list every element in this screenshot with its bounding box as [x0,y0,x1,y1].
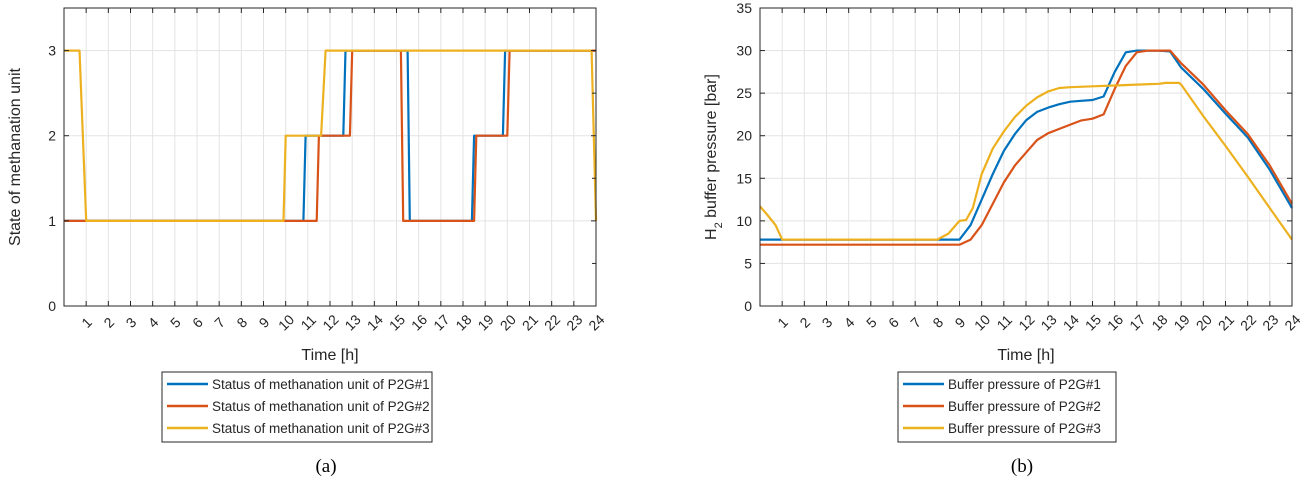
chart-a-x-axis-label: Time [h] [301,347,358,364]
chart-a-x-tick-label: 10 [275,311,297,333]
chart-b-legend-label: Buffer pressure of P2G#3 [948,421,1101,436]
chart-b-y-tick-label: 10 [736,213,752,229]
chart-b-y-tick-label: 25 [736,85,752,101]
chart-b-legend-label: Buffer pressure of P2G#2 [948,399,1101,414]
chart-b-legend-label: Buffer pressure of P2G#1 [948,377,1101,392]
chart-b-x-tick-label: 18 [1148,311,1170,333]
chart-b-caption: (b) [1011,456,1033,477]
chart-a: 1 2 3 4 5 6 7 8 9 10 11 12 13 14 15 16 17 18 19 20 21 22 23 24 … [7,7,608,477]
chart-b-x-tick-label: 19 [1170,311,1192,333]
chart-a-x-tick-label: 14 [364,311,386,333]
chart-b-x-tick-label: 11 [993,312,1015,334]
chart-b-x-tick-label: 6 [885,314,902,331]
chart-a-x-tick-label: 7 [211,314,228,331]
chart-a-x-tick-label: 20 [497,311,519,333]
chart-b-y-tick-label: 30 [736,43,752,59]
chart-a-y-tick-label: 2 [48,128,56,144]
chart-b-x-tick-label: 4 [841,314,858,331]
chart-b-x-tick-label: 17 [1126,311,1148,333]
chart-b-x-ticks: 1 2 3 4 5 6 7 8 9 10 11 12 13 14 15 16 17 18 19 20 21 22 23 24 [774,8,1304,334]
chart-b-x-tick-label: 16 [1104,311,1126,333]
chart-a-x-tick-label: 1 [78,314,95,331]
chart-b-legend: Buffer pressure of P2G#1 Buffer pressure … [897,371,1117,443]
chart-a-y-tick-label: 1 [48,213,56,229]
chart-a-legend: Status of methanation unit of P2G#1 Statu… [161,371,433,443]
chart-a-y-ticks: 0 1 2 3 [48,43,596,314]
chart-a-legend-label: Status of methanation unit of P2G#3 [212,421,430,436]
chart-b-x-tick-label: 21 [1215,311,1237,333]
chart-b-x-axis-label: Time [h] [997,347,1054,364]
chart-b-x-tick-label: 8 [929,314,946,331]
chart-b-x-tick-label: 22 [1237,311,1259,333]
chart-b-y-tick-label: 20 [736,128,752,144]
chart-a-x-tick-label: 3 [123,314,140,331]
chart-b-series [759,49,1293,246]
chart-a-x-tick-label: 5 [167,314,184,331]
chart-b-x-tick-label: 9 [952,314,969,331]
chart-a-x-tick-label: 8 [233,314,250,331]
chart-a-x-tick-label: 24 [585,311,607,333]
chart-a-legend-label: Status of methanation unit of P2G#2 [212,399,430,414]
chart-b-x-tick-label: 24 [1281,311,1303,333]
chart-a-x-tick-label: 2 [100,314,117,331]
chart-b-y-axis-label: H2 buffer pressure [bar] [703,74,725,240]
chart-a-x-tick-label: 22 [541,311,563,333]
chart-a-caption: (a) [315,456,336,477]
chart-a-legend-label: Status of methanation unit of P2G#1 [212,377,430,392]
chart-b: 1 2 3 4 5 6 7 8 9 10 11 12 13 14 15 16 17 18 19 20 21 22 23 24 … [703,0,1304,477]
chart-a-x-tick-label: 23 [563,311,585,333]
chart-a-y-tick-label: 3 [48,43,56,59]
chart-b-x-tick-label: 7 [907,314,924,331]
chart-b-x-tick-label: 2 [796,314,813,331]
chart-b-series-line-3 [759,81,1293,241]
chart-a-y-axis-label: State of methanation unit [7,68,24,246]
chart-a-series-line-3 [64,49,598,222]
chart-a-x-tick-label: 19 [474,311,496,333]
chart-a-x-tick-label: 13 [341,311,363,333]
chart-b-x-tick-label: 13 [1037,311,1059,333]
chart-a-x-tick-label: 15 [386,311,408,333]
chart-b-x-tick-label: 1 [774,314,791,331]
chart-b-x-tick-label: 5 [863,314,880,331]
chart-b-y-ticks: 0 5 10 15 20 25 30 35 [736,0,1292,314]
chart-b-y-tick-label: 35 [736,0,752,16]
chart-a-x-tick-label: 6 [189,314,206,331]
chart-b-x-tick-label: 15 [1082,311,1104,333]
chart-b-x-tick-label: 20 [1193,311,1215,333]
chart-a-x-tick-label: 12 [319,311,341,333]
chart-b-x-tick-label: 10 [971,311,993,333]
chart-b-x-tick-label: 23 [1259,311,1281,333]
chart-b-grid [760,7,1293,307]
chart-a-x-tick-label: 4 [145,314,162,331]
chart-a-x-tick-label: 17 [430,311,452,333]
chart-a-grid [64,8,597,307]
chart-a-x-tick-label: 18 [452,311,474,333]
chart-b-x-tick-label: 14 [1060,311,1082,333]
chart-b-x-tick-label: 12 [1015,311,1037,333]
chart-a-series [64,49,598,222]
chart-b-x-tick-label: 3 [819,314,836,331]
chart-b-series-line-2 [760,49,1293,246]
chart-a-x-tick-label: 11 [297,312,319,334]
chart-a-x-ticks: 1 2 3 4 5 6 7 8 9 10 11 12 13 14 15 16 17 18 19 20 21 22 23 24 [78,8,608,334]
chart-a-x-tick-label: 21 [519,311,541,333]
chart-a-y-tick-label: 0 [48,298,56,314]
chart-b-y-tick-label: 5 [744,255,752,271]
chart-b-y-tick-label: 15 [736,170,752,186]
chart-a-x-tick-label: 9 [256,314,273,331]
chart-a-x-tick-label: 16 [408,311,430,333]
chart-b-y-tick-label: 0 [744,298,752,314]
